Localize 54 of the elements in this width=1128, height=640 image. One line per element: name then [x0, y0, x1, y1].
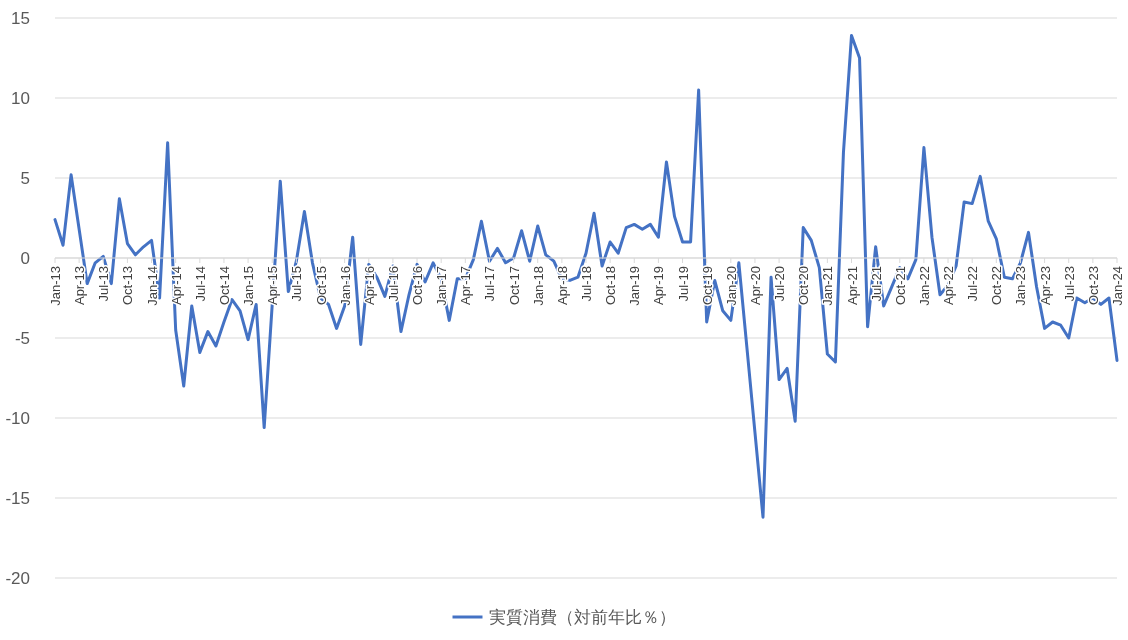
- x-tick-label: Jul-13: [96, 266, 112, 302]
- x-tick-label: Apr-20: [747, 266, 763, 306]
- x-tick-label: Apr-16: [361, 266, 377, 306]
- x-tick-label: Jan-21: [820, 266, 836, 306]
- y-tick-label: -5: [14, 329, 30, 348]
- x-tick-label: Oct-17: [506, 266, 522, 306]
- y-tick-label: -15: [5, 489, 30, 508]
- x-tick-label: Oct-15: [313, 266, 329, 306]
- x-tick-label: Apr-19: [651, 266, 667, 306]
- x-tick-label: Jul-23: [1061, 266, 1077, 302]
- x-tick-label: Apr-22: [941, 266, 957, 306]
- y-tick-label: 0: [20, 249, 30, 268]
- x-tick-label: Oct-22: [989, 266, 1005, 306]
- x-tick-label: Oct-16: [410, 266, 426, 306]
- x-tick-label: Jul-19: [675, 266, 691, 302]
- x-tick-label: Oct-21: [892, 266, 908, 306]
- x-tick-label: Jul-20: [772, 266, 788, 302]
- x-tick-label: Jan-23: [1013, 266, 1029, 306]
- x-tick-label: Jan-22: [916, 266, 932, 306]
- x-tick-label: Jan-15: [241, 266, 257, 306]
- x-tick-label: Apr-15: [265, 266, 281, 306]
- y-tick-label: -20: [5, 569, 30, 588]
- x-tick-label: Jul-17: [482, 266, 498, 302]
- x-tick-label: Jan-19: [627, 266, 643, 306]
- x-tick-label: Oct-18: [603, 266, 619, 306]
- x-tick-label: Jul-22: [965, 266, 981, 302]
- y-tick-label: 15: [11, 9, 30, 28]
- y-tick-label: -10: [5, 409, 30, 428]
- x-tick-label: Oct-19: [699, 266, 715, 306]
- x-tick-label: Oct-20: [796, 266, 812, 306]
- x-tick-label: Apr-18: [554, 266, 570, 306]
- x-tick-label: Jul-21: [868, 266, 884, 302]
- x-tick-label: Jan-16: [337, 266, 353, 306]
- x-tick-label: Apr-17: [458, 266, 474, 306]
- x-tick-label: Jul-16: [385, 266, 401, 302]
- x-tick-label: Jul-15: [289, 266, 305, 302]
- x-tick-label: Jan-14: [144, 266, 160, 306]
- y-tick-label: 5: [20, 169, 30, 188]
- x-tick-label: Jul-14: [192, 266, 208, 302]
- x-tick-label: Apr-13: [72, 266, 88, 306]
- x-tick-label: Jan-13: [48, 266, 63, 306]
- x-tick-label: Jan-20: [723, 266, 739, 306]
- x-tick-label: Oct-23: [1085, 266, 1101, 306]
- x-tick-label: Jan-18: [530, 266, 546, 306]
- x-tick-label: Jul-18: [579, 266, 594, 302]
- x-tick-label: Oct-13: [120, 266, 136, 306]
- x-tick-label: Apr-21: [844, 266, 860, 306]
- x-tick-label: Apr-23: [1037, 266, 1053, 306]
- x-tick-label: Oct-14: [216, 266, 232, 306]
- x-tick-label: Jan-17: [434, 266, 450, 306]
- x-tick-label: Jan-24: [1110, 266, 1125, 306]
- legend-label: 実質消費（対前年比％）: [488, 608, 676, 627]
- y-tick-label: 10: [11, 89, 30, 108]
- x-tick-label: Apr-14: [168, 266, 184, 306]
